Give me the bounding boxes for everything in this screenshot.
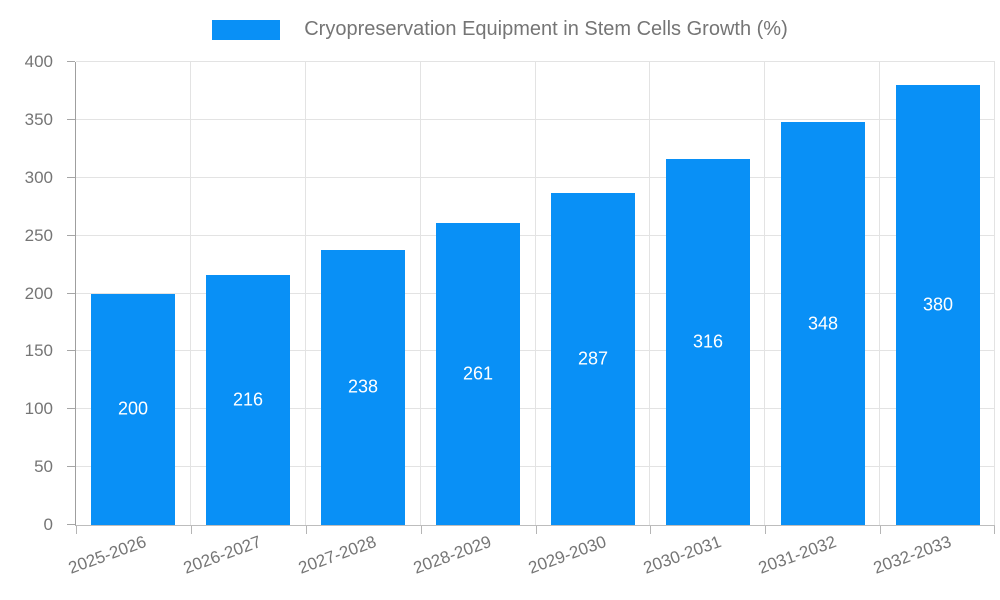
bar-value-label: 238 (347, 376, 379, 397)
y-tick-label: 200 (24, 283, 53, 303)
bar-value-label: 316 (692, 331, 724, 352)
y-tick-label: 350 (24, 109, 53, 129)
y-tick-mark (67, 234, 75, 236)
legend-item[interactable]: Cryopreservation Equipment in Stem Cells… (0, 18, 1000, 41)
y-tick-mark (67, 408, 75, 410)
y-tick-mark (67, 118, 75, 120)
bar-value-label: 287 (577, 348, 609, 369)
x-tick-label: 2030-2031 (640, 532, 724, 578)
x-gridline (879, 62, 881, 525)
bar-value-label: 200 (117, 398, 149, 419)
x-tick-mark (305, 526, 307, 534)
y-gridline (76, 408, 995, 410)
y-tick-mark (67, 350, 75, 352)
x-gridline (764, 62, 766, 525)
y-tick-label: 50 (34, 457, 53, 477)
bar: 200 (91, 293, 175, 525)
bar-value-label: 261 (462, 363, 494, 384)
y-tick-mark (67, 524, 75, 525)
x-gridline (189, 62, 191, 525)
x-tick-label: 2029-2030 (525, 532, 609, 578)
x-tick-label: 2031-2032 (755, 532, 839, 578)
x-tick-label: 2025-2026 (65, 532, 149, 578)
y-tick-mark (67, 176, 75, 178)
x-tick-mark (190, 526, 192, 534)
bar: 316 (666, 159, 750, 525)
y-axis-labels: 0 50 100 150 200 250 300 350 400 (0, 52, 62, 534)
y-gridline (76, 466, 995, 468)
y-tick-label: 400 (24, 52, 53, 71)
bar: 380 (896, 85, 980, 525)
y-tick-mark (67, 466, 75, 468)
x-tick-label: 2028-2029 (410, 532, 494, 578)
x-gridline (419, 62, 421, 525)
y-gridline (76, 234, 995, 236)
x-tick-mark (650, 526, 652, 534)
x-tick-label: 2027-2028 (295, 532, 379, 578)
bar: 238 (321, 249, 405, 525)
y-tick-mark (67, 61, 75, 62)
x-gridline (994, 62, 995, 525)
x-axis-labels: 2025-2026 2026-2027 2027-2028 2028-2029 2029… (66, 527, 994, 600)
x-gridline (304, 62, 306, 525)
legend-swatch (212, 19, 281, 40)
y-tick-label: 0 (43, 515, 53, 534)
bar-value-label: 216 (232, 389, 264, 410)
bar: 261 (436, 222, 520, 525)
x-tick-label: 2026-2027 (180, 532, 264, 578)
x-tick-mark (880, 526, 882, 534)
plot-area: 200 216 238 261 287 316 348 380 (67, 61, 995, 534)
y-gridline (76, 292, 995, 294)
y-gridline (76, 350, 995, 352)
y-tick-label: 100 (24, 399, 53, 419)
y-gridline (76, 176, 995, 178)
bar: 287 (551, 192, 635, 525)
y-tick-label: 250 (24, 225, 53, 245)
legend-label: Cryopreservation Equipment in Stem Cells… (304, 18, 788, 40)
bar-value-label: 348 (807, 313, 839, 334)
bar: 348 (781, 122, 865, 525)
x-gridline (649, 62, 651, 525)
bar-value-label: 380 (922, 294, 954, 315)
y-gridline (76, 118, 995, 120)
x-tick-mark (994, 526, 995, 534)
bar: 216 (206, 274, 290, 525)
y-tick-label: 300 (24, 167, 53, 187)
y-gridline (76, 61, 995, 62)
x-tick-mark (76, 526, 77, 534)
x-tick-mark (535, 526, 537, 534)
x-gridline (534, 62, 536, 525)
y-tick-label: 150 (24, 341, 53, 361)
x-tick-mark (420, 526, 422, 534)
x-tick-mark (765, 526, 767, 534)
x-tick-label: 2032-2033 (870, 532, 954, 578)
y-tick-mark (67, 292, 75, 294)
